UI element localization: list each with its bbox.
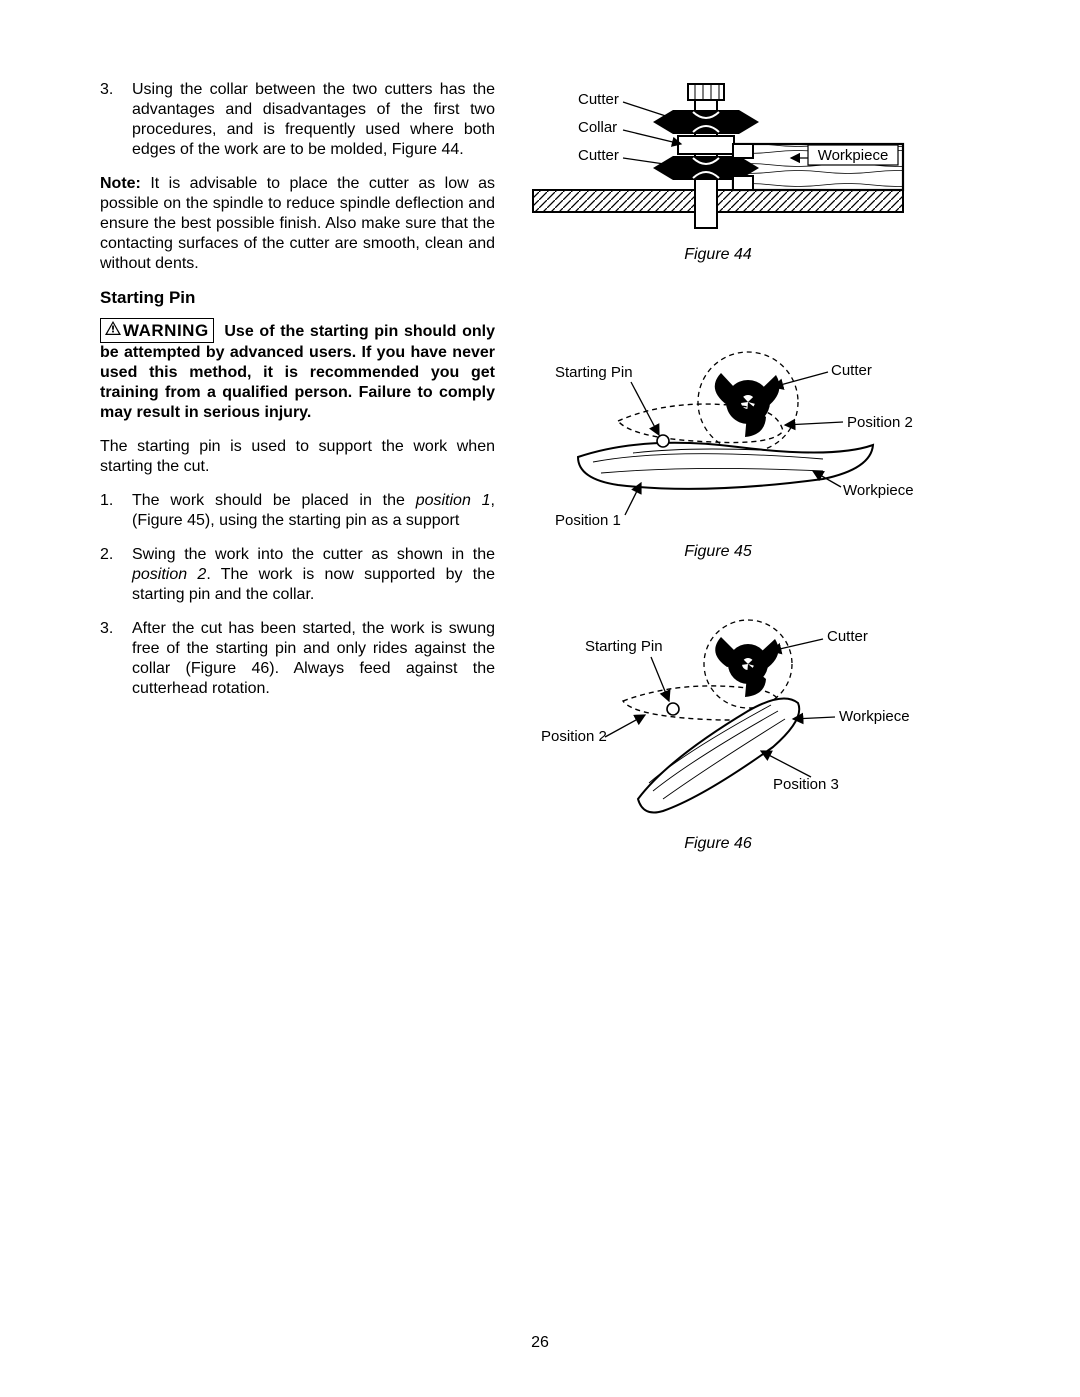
label-workpiece: Workpiece	[843, 482, 913, 499]
step-b-em: position 2	[132, 566, 206, 583]
step-c-text: After the cut has been started, the work…	[132, 620, 495, 697]
label-cutter-bot: Cutter	[578, 147, 619, 164]
list-number: 3.	[100, 80, 113, 100]
figure-46: Starting Pin Cutter Workpiece Position 3…	[523, 619, 913, 853]
label-collar: Collar	[578, 119, 617, 136]
figure-44: Cutter Collar Cutter Workpiece Figure 44	[523, 80, 913, 264]
label-starting-pin: Starting Pin	[585, 638, 663, 655]
label-position1: Position 1	[555, 512, 621, 529]
intro-paragraph: The starting pin is used to support the …	[100, 437, 495, 477]
list-item: 1. The work should be placed in the posi…	[100, 491, 495, 531]
step-a-lead: The work should be placed in the	[132, 492, 416, 509]
label-workpiece: Workpiece	[839, 708, 910, 725]
figure-46-caption: Figure 46	[684, 835, 752, 853]
right-column: Cutter Collar Cutter Workpiece Figure 44	[523, 80, 913, 881]
warning-icon	[105, 321, 121, 341]
list-steps: 1. The work should be placed in the posi…	[100, 491, 495, 699]
step3-text: Using the collar between the two cutters…	[132, 81, 495, 158]
figure-45-svg: Starting Pin Cutter Position 2 Workpiece…	[523, 347, 913, 537]
list-number: 3.	[100, 619, 113, 639]
label-cutter: Cutter	[827, 628, 868, 645]
list-number: 2.	[100, 545, 113, 565]
list-item: 2. Swing the work into the cutter as sho…	[100, 545, 495, 605]
note-paragraph: Note: It is advisable to place the cutte…	[100, 174, 495, 274]
label-position2: Position 2	[847, 414, 913, 431]
figure-46-svg: Starting Pin Cutter Workpiece Position 3…	[523, 619, 913, 829]
note-prefix: Note:	[100, 175, 141, 192]
page-content: 3. Using the collar between the two cutt…	[100, 80, 980, 881]
note-body: It is advisable to place the cutter as l…	[100, 175, 495, 272]
label-cutter-top: Cutter	[578, 91, 619, 108]
warning-label: WARNING	[123, 321, 209, 340]
figure-44-svg: Cutter Collar Cutter Workpiece	[523, 80, 913, 240]
section-heading: Starting Pin	[100, 288, 495, 308]
step-b-lead: Swing the work into the cutter as shown …	[132, 546, 495, 563]
left-column: 3. Using the collar between the two cutt…	[100, 80, 495, 881]
label-position3: Position 3	[773, 776, 839, 793]
list-top: 3. Using the collar between the two cutt…	[100, 80, 495, 160]
step-a-em: position 1	[416, 492, 491, 509]
warning-paragraph: WARNING Use of the starting pin should o…	[100, 318, 495, 423]
figure-45-caption: Figure 45	[684, 543, 752, 561]
label-position2: Position 2	[541, 728, 607, 745]
list-number: 1.	[100, 491, 113, 511]
warning-badge: WARNING	[100, 318, 214, 343]
figure-44-caption: Figure 44	[684, 246, 752, 264]
label-workpiece: Workpiece	[818, 147, 889, 164]
list-item: 3. Using the collar between the two cutt…	[100, 80, 495, 160]
label-cutter: Cutter	[831, 362, 872, 379]
list-item: 3. After the cut has been started, the w…	[100, 619, 495, 699]
page-number: 26	[0, 1334, 1080, 1352]
label-starting-pin: Starting Pin	[555, 364, 633, 381]
figure-45: Starting Pin Cutter Position 2 Workpiece…	[523, 347, 913, 561]
